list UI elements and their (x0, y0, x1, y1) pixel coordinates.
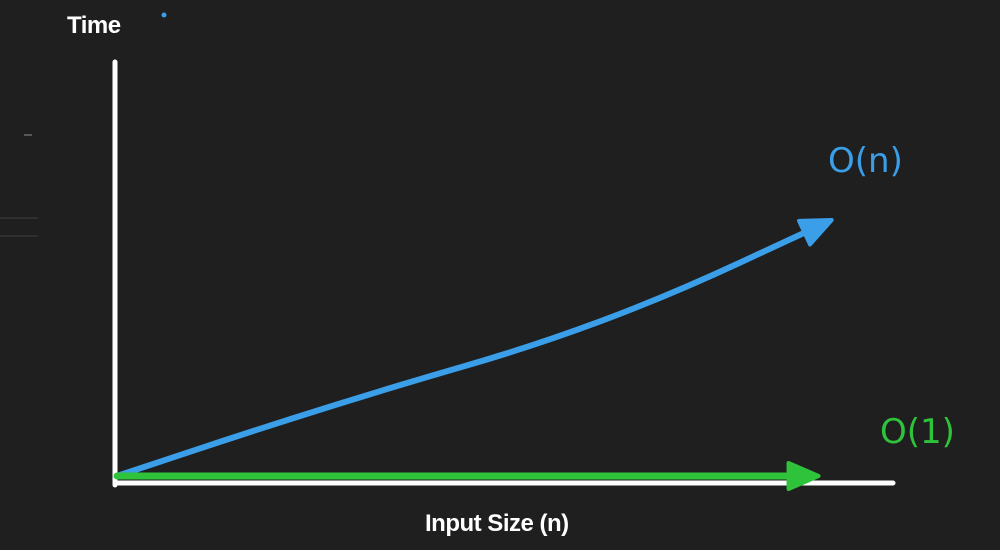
series-arrowhead-0 (797, 218, 834, 247)
series-arrowhead-1 (786, 461, 821, 491)
series-label-1: O(1) (880, 412, 955, 452)
x-axis-title: Input Size (n) (425, 510, 569, 537)
series-label-0: O(n) (828, 141, 903, 181)
stray-dot (161, 12, 167, 18)
series-line-0 (114, 224, 819, 479)
y-axis-title: Time (67, 12, 121, 39)
series-layer: O(n) O(1) (113, 141, 955, 491)
